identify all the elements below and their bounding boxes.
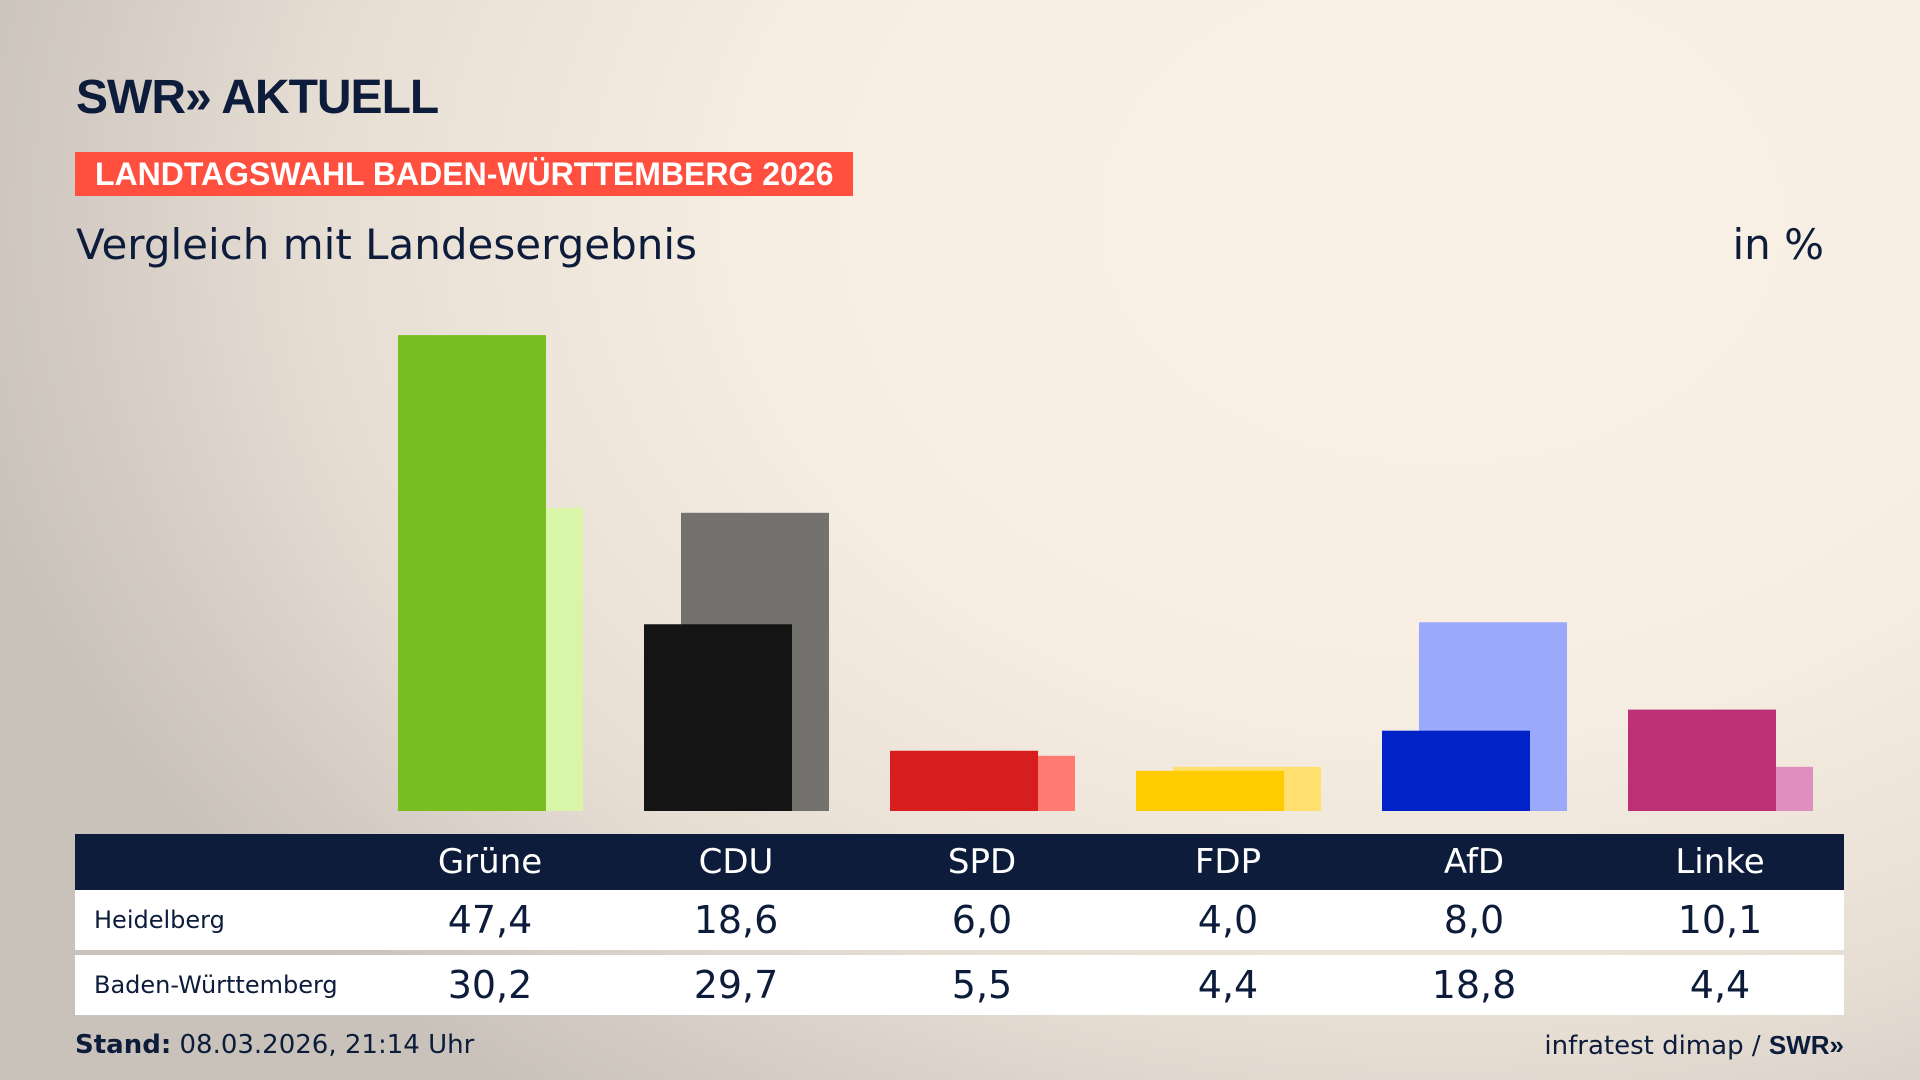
column-header: Linke — [1675, 842, 1765, 882]
value-cell: 4,4 — [1689, 963, 1751, 1007]
swr-aktuell-logo: SWR» AKTUELL — [76, 71, 439, 124]
value-cell: 30,2 — [447, 963, 533, 1007]
bar-heidelberg-afd — [1382, 730, 1530, 811]
table-header: Grüne CDU SPD FDP AfD Linke — [75, 834, 1844, 890]
bar-heidelberg-linke — [1628, 709, 1776, 811]
row-label: Heidelberg — [94, 906, 225, 934]
bar-heidelberg-spd — [890, 750, 1038, 811]
chart-subtitle: Vergleich mit Landesergebnis — [76, 220, 697, 269]
column-header: AfD — [1443, 842, 1505, 882]
value-cell: 4,4 — [1197, 963, 1259, 1007]
column-header: SPD — [947, 842, 1017, 882]
value-cell: 47,4 — [447, 898, 533, 942]
unit-label: in % — [1732, 220, 1824, 269]
bar-heidelberg-fdp — [1136, 770, 1284, 811]
value-cell: 8,0 — [1443, 898, 1505, 942]
value-cell: 29,7 — [693, 963, 779, 1007]
source: infratest dimap / SWR» — [1544, 1030, 1844, 1061]
source-text: infratest dimap / — [1544, 1031, 1761, 1061]
value-cell: 18,8 — [1431, 963, 1517, 1007]
bar-heidelberg-grüne — [398, 335, 546, 811]
swr-logo: SWR» — [1768, 1030, 1844, 1060]
timestamp: Stand: 08.03.2026, 21:14 Uhr — [75, 1030, 474, 1060]
column-header: CDU — [698, 842, 774, 882]
table-row-heidelberg: Heidelberg 47,4 18,6 6,0 4,0 8,0 10,1 — [75, 890, 1844, 950]
stand-label: Stand: — [75, 1030, 172, 1060]
value-cell: 10,1 — [1677, 898, 1763, 942]
column-header: Grüne — [437, 842, 543, 882]
value-cell: 4,0 — [1197, 898, 1259, 942]
stand-value: 08.03.2026, 21:14 Uhr — [179, 1030, 475, 1060]
value-cell: 5,5 — [951, 963, 1013, 1007]
table-row-bw: Baden-Württemberg 30,2 29,7 5,5 4,4 18,8 4,4 — [75, 955, 1844, 1015]
row-label: Baden-Württemberg — [94, 971, 338, 999]
value-cell: 18,6 — [693, 898, 779, 942]
election-banner: LANDTAGSWAHL BADEN-WÜRTTEMBERG 2026 — [75, 152, 854, 196]
value-cell: 6,0 — [951, 898, 1013, 942]
bar-chart — [398, 335, 1813, 811]
bar-heidelberg-cdu — [644, 624, 792, 811]
column-header: FDP — [1194, 842, 1262, 882]
